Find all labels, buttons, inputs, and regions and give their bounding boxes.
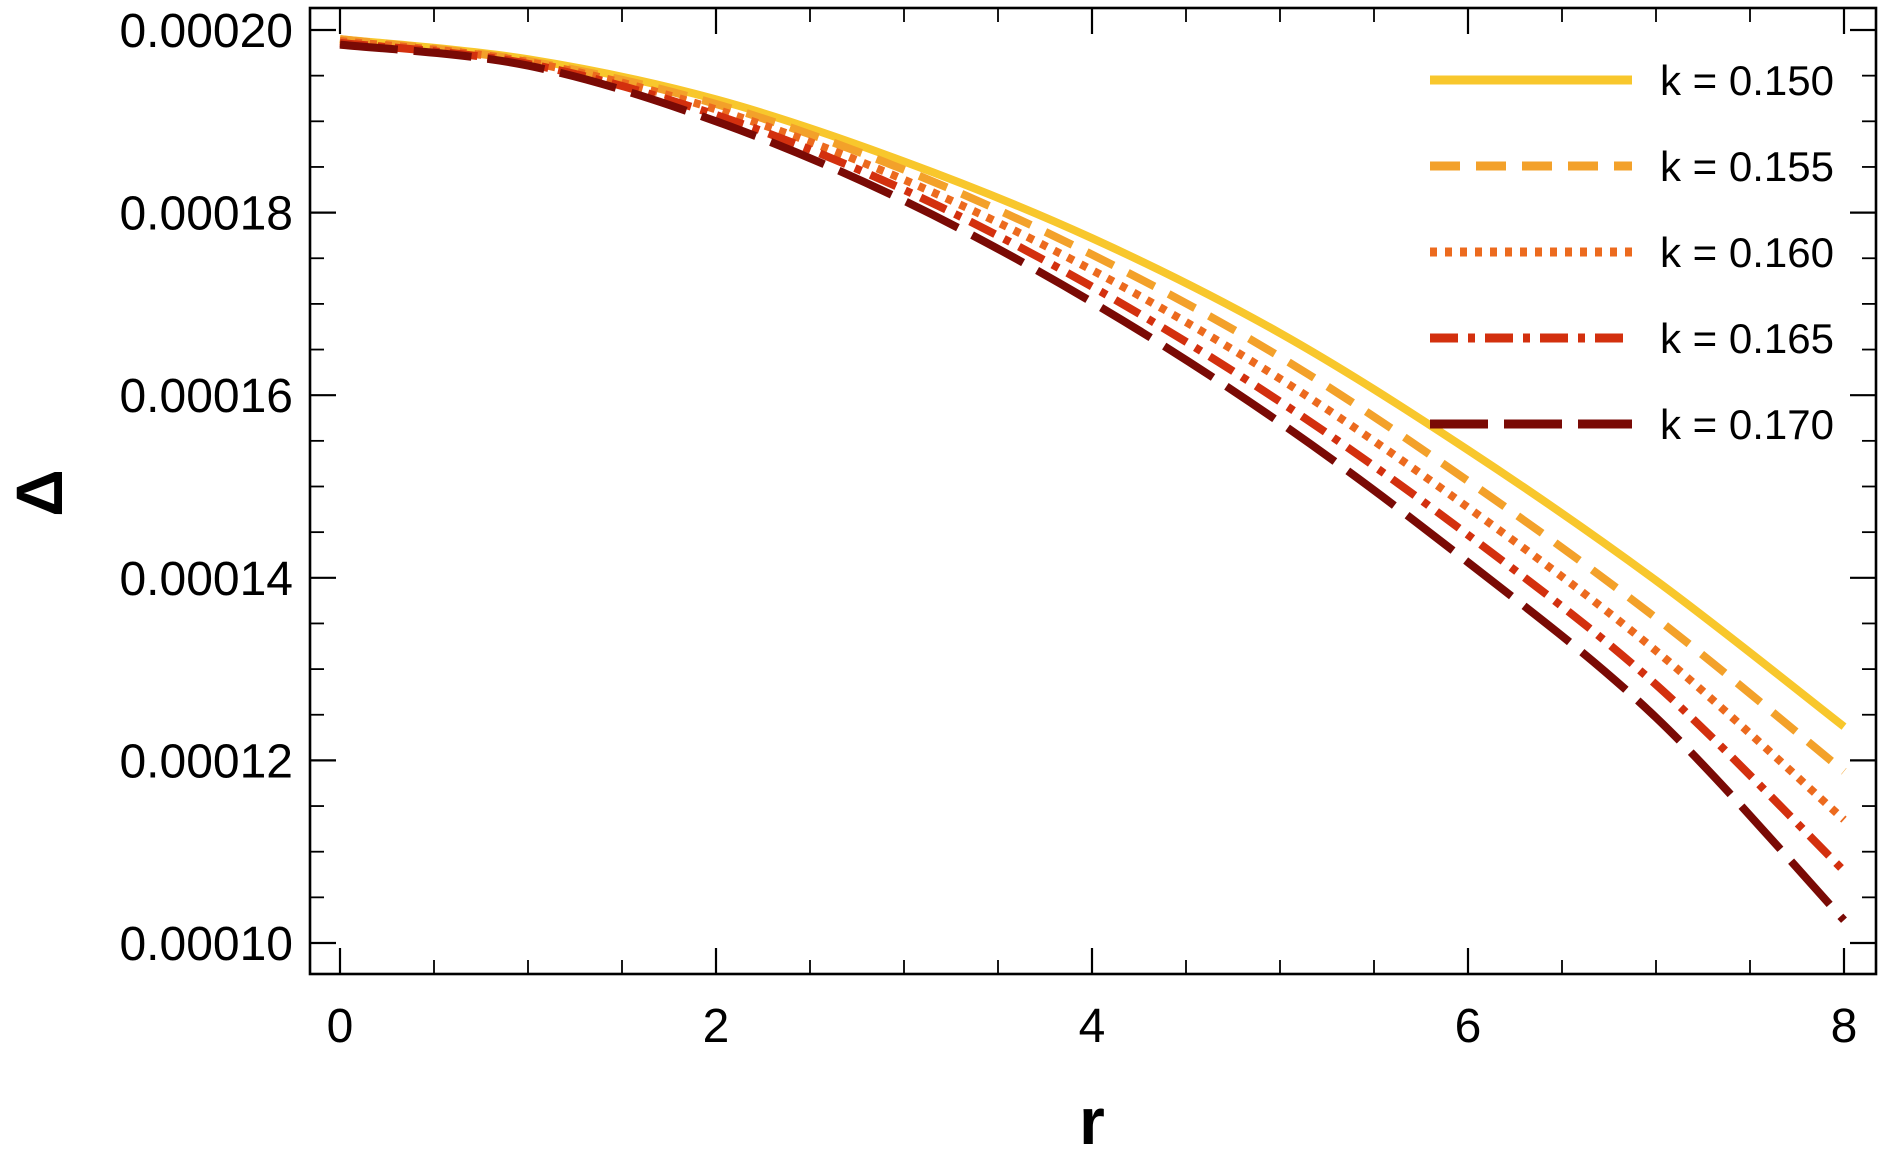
y-tick-label: 0.00020	[119, 5, 293, 58]
legend-label-4: k = 0.165	[1660, 315, 1834, 362]
series-line-4	[339, 38, 1847, 874]
x-tick-label: 0	[327, 1000, 354, 1053]
y-tick-label: 0.00014	[119, 553, 293, 606]
x-tick-label: 4	[1079, 1000, 1106, 1053]
plot-frame	[308, 6, 1878, 976]
series-line-1	[339, 35, 1847, 730]
x-tick-label: 2	[703, 1000, 730, 1053]
x-axis-label: r	[1079, 1084, 1105, 1152]
ticks-layer: 0.00010 0.00012 0.00014 0.00016 0.00018 0.000…	[119, 5, 1876, 1053]
series-layer	[339, 35, 1847, 923]
x-tick-label: 8	[1831, 1000, 1858, 1053]
y-axis-label: Δ	[2, 469, 76, 516]
y-tick-label: 0.00018	[119, 188, 293, 241]
series-line-3	[339, 37, 1847, 823]
y-tick-label: 0.00010	[119, 918, 293, 971]
y-tick-label: 0.00012	[119, 735, 293, 788]
series-line-2	[339, 35, 1847, 775]
legend: k = 0.150 k = 0.155 k = 0.160 k = 0.165 k = …	[1430, 57, 1834, 448]
series-line-5	[339, 40, 1847, 923]
y-tick-label: 0.00016	[119, 370, 293, 423]
legend-label-1: k = 0.150	[1660, 57, 1834, 104]
legend-label-3: k = 0.160	[1660, 229, 1834, 276]
x-tick-label: 6	[1455, 1000, 1482, 1053]
legend-label-2: k = 0.155	[1660, 143, 1834, 190]
legend-label-5: k = 0.170	[1660, 401, 1834, 448]
